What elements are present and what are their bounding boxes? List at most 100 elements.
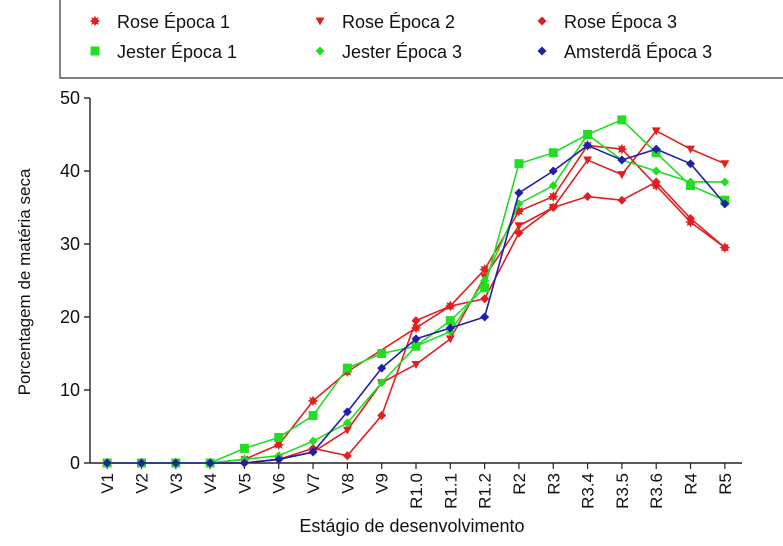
data-point	[480, 283, 490, 293]
data-point	[720, 160, 730, 169]
x-tick-label: R1.1	[441, 473, 460, 509]
data-point	[480, 276, 490, 285]
data-point	[480, 312, 490, 322]
data-point	[239, 458, 249, 468]
data-point	[445, 335, 455, 344]
data-point	[411, 334, 421, 344]
x-tick-label: R1.2	[476, 473, 495, 509]
data-point	[445, 301, 455, 311]
x-tick-label: V3	[167, 473, 186, 494]
data-point	[315, 46, 325, 56]
data-point	[480, 294, 490, 304]
data-point	[686, 177, 696, 187]
legend-label: Jester Época 1	[117, 42, 237, 62]
data-point	[90, 46, 100, 56]
legend: Rose Época 1 Rose Época 2 Rose Época 3 Jest…	[59, 0, 783, 79]
data-point	[445, 323, 455, 333]
x-axis-label: Estágio de desenvolvimento	[299, 516, 524, 536]
x-tick-label: V4	[201, 473, 220, 494]
series-line	[107, 144, 726, 464]
legend-item: Amsterdã Época 3	[537, 42, 712, 62]
series-line	[107, 144, 726, 464]
legend-label: Rose Época 3	[564, 12, 677, 32]
series-line	[107, 133, 725, 464]
x-tick-label: R5	[716, 473, 735, 495]
data-point	[411, 341, 421, 351]
data-point	[411, 360, 421, 369]
series-5	[102, 130, 730, 468]
legend-label: Rose Época 1	[117, 12, 230, 32]
x-tick-label: R3.6	[647, 473, 666, 509]
data-point	[411, 316, 421, 326]
x-tick-label: V8	[338, 473, 357, 494]
data-point	[377, 349, 387, 358]
data-point	[377, 378, 387, 388]
data-point	[89, 15, 101, 27]
data-point	[617, 155, 627, 165]
data-point	[583, 140, 593, 150]
data-point	[308, 411, 318, 421]
data-point	[720, 177, 730, 187]
series-line	[107, 130, 726, 464]
data-point	[377, 411, 387, 421]
data-point	[537, 16, 547, 26]
legend-label: Jester Época 3	[342, 42, 462, 62]
data-point	[651, 177, 661, 187]
x-tick-label: R3.4	[579, 473, 598, 509]
data-point	[583, 156, 593, 165]
x-tick-label: V5	[235, 473, 254, 494]
data-point	[547, 191, 559, 203]
axes: 0 10 20 30 40 50 V1 V2 V3 V4 V5 V6 V7 V8 V9 R1.0 R1.1 R1.…	[60, 88, 742, 509]
data-point	[548, 203, 558, 212]
data-point	[514, 222, 524, 231]
data-point	[583, 130, 593, 139]
series-4	[102, 115, 730, 468]
legend-item: Jester Época 3	[315, 42, 462, 62]
legend-label: Amsterdã Época 3	[564, 42, 712, 62]
data-point	[102, 458, 112, 468]
data-point	[686, 213, 696, 223]
data-point	[445, 316, 455, 326]
y-tick-label: 20	[60, 307, 80, 327]
data-point	[514, 159, 524, 169]
series-line	[107, 119, 726, 464]
x-tick-label: V9	[373, 473, 392, 494]
x-tick-label: R2	[510, 473, 529, 495]
data-point	[239, 443, 249, 453]
data-point	[205, 458, 215, 468]
data-point	[617, 171, 627, 180]
y-tick-label: 0	[70, 453, 80, 473]
data-point	[548, 148, 558, 158]
data-point	[307, 395, 319, 407]
legend-item: Rose Época 3	[537, 12, 677, 32]
data-point	[308, 436, 318, 446]
data-point	[651, 166, 661, 176]
series-2	[102, 127, 730, 468]
data-point	[171, 458, 181, 468]
data-point	[274, 432, 284, 442]
series-3	[102, 177, 730, 468]
x-tick-label: V1	[98, 473, 117, 494]
data-point	[342, 451, 352, 461]
data-point	[583, 192, 593, 202]
data-point	[273, 439, 285, 451]
x-tick-label: V6	[270, 473, 289, 494]
x-tick-label: R3.5	[613, 473, 632, 509]
series-1	[101, 139, 731, 469]
data-point	[274, 454, 284, 464]
y-axis-label: Porcentagem de matéria seca	[15, 168, 34, 395]
data-point	[342, 363, 352, 373]
data-point	[342, 426, 352, 435]
data-point	[410, 322, 422, 334]
series-group	[101, 115, 731, 469]
data-point	[514, 228, 524, 238]
series-6	[102, 140, 730, 468]
legend-item: Jester Época 1	[90, 42, 237, 62]
legend-item: Rose Época 2	[315, 12, 455, 32]
data-point	[651, 144, 661, 154]
y-tick-label: 50	[60, 88, 80, 108]
data-point	[548, 166, 558, 176]
data-point	[342, 407, 352, 417]
